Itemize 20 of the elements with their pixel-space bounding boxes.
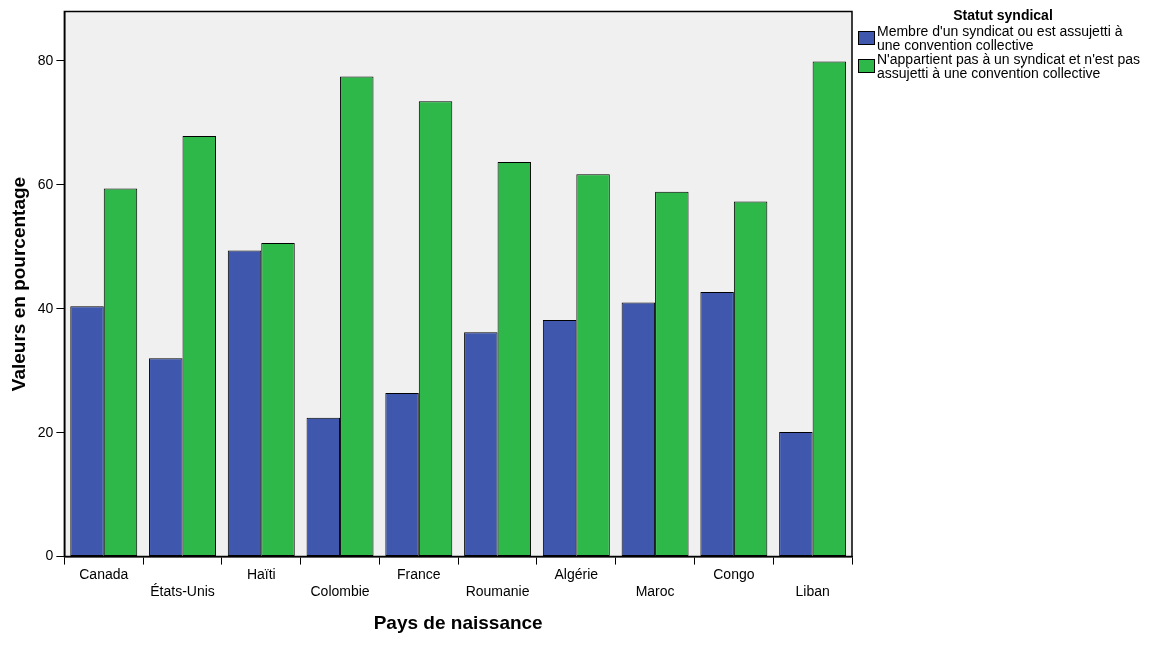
y-axis-title: Valeurs en pourcentage [7, 176, 29, 392]
x-tick-label: Liban [795, 582, 830, 599]
x-tick-label: Algérie [554, 565, 599, 582]
y-tick-label: 0 [45, 547, 54, 564]
y-tick-label: 60 [37, 175, 54, 192]
legend-title: Statut syndical [952, 7, 1054, 23]
x-tick-label: France [397, 565, 441, 582]
y-tick-label: 40 [37, 299, 54, 316]
x-tick-label: Congo [713, 565, 755, 582]
legend-label: Membre d'un syndicat ou est assujetti à une convention collective [877, 23, 1124, 53]
x-tick-label: Haïti [246, 565, 276, 582]
x-tick-label: Canada [79, 565, 129, 582]
x-tick-label: Colombie [310, 582, 370, 599]
x-tick-label: Maroc [635, 582, 675, 599]
y-tick-label: 20 [37, 423, 54, 440]
x-axis-title: Pays de naissance [373, 611, 543, 633]
x-tick-label: États-Unis [150, 582, 215, 599]
x-tick-label: Roumanie [465, 582, 530, 599]
legend-label: N'appartient pas à un syndicat et n'est pas assujetti à une convention collective [877, 51, 1141, 81]
y-tick-label: 80 [37, 51, 54, 68]
